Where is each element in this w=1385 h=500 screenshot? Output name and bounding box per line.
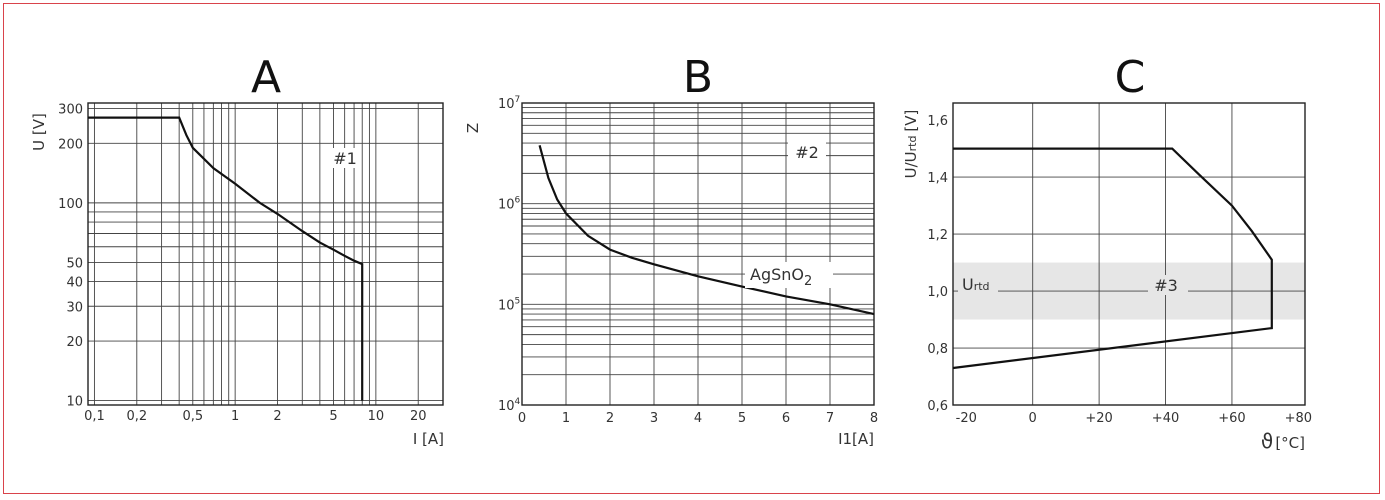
panel-a-xtick: 20 [410, 409, 427, 424]
panel-c-ytick: 0,8 [927, 342, 948, 357]
panel-b-xtick: 5 [738, 411, 746, 426]
panel-a-plot-frame [88, 103, 443, 405]
panel-a-ytick: 30 [66, 300, 83, 315]
panel-b-xtick: 8 [870, 411, 878, 426]
panel-c-xlabel-symbol: ϑ [1261, 429, 1273, 453]
panel-c-ylabel-unit: [V] [902, 110, 920, 132]
panel-b-xlabel: I1[A] [838, 430, 874, 448]
panel-b-xtick: 3 [650, 411, 658, 426]
panel-b-series-sub: 2 [804, 274, 812, 289]
panel-a-annotation: #1 [333, 149, 357, 168]
panel-b-xtick: 2 [606, 411, 614, 426]
panel-c-xtick: 0 [1029, 411, 1037, 426]
panel-a-ytick: 20 [66, 335, 83, 350]
panel-b-ytick: 106 [498, 196, 521, 213]
panel-a-curve [88, 118, 362, 401]
panel-a-grid [88, 103, 443, 405]
panel-c-xtick: +40 [1152, 411, 1179, 426]
panel-a-xtick: 0,1 [84, 409, 105, 424]
panel-a-title: A [251, 52, 281, 103]
panel-c-title: C [1115, 52, 1146, 103]
panel-a-ytick: 10 [66, 395, 83, 410]
panel-a-ytick: 200 [58, 137, 83, 152]
panel-c-ytick: 1,0 [927, 285, 948, 300]
panel-b-xtick: 6 [782, 411, 790, 426]
panel-c-xtick: +60 [1218, 411, 1245, 426]
panel-c-ylabel-sub: rtd [906, 136, 919, 152]
panel-c-xtick: +80 [1285, 411, 1312, 426]
panel-b-xtick: 0 [518, 411, 526, 426]
panel-b-xtick: 7 [826, 411, 834, 426]
panel-a-xtick: 1 [231, 409, 239, 424]
panel-a-xtick: 2 [273, 409, 281, 424]
panel-b: B #2 AgSnO2 Z I1[A] 0 1 2 3 4 5 6 7 810410510610… [464, 52, 878, 448]
panel-c-ytick: 1,4 [927, 171, 948, 186]
panel-a-xtick: 5 [329, 409, 337, 424]
panel-b-ytick: 107 [498, 95, 520, 112]
panel-c-ytick: 0,6 [927, 399, 948, 414]
panel-c-band-label-main: U [962, 275, 974, 294]
panel-a-ytick: 300 [58, 103, 83, 118]
panel-b-annotation: #2 [795, 143, 819, 162]
panel-a-ytick: 100 [58, 197, 83, 212]
panel-c-annotation: #3 [1154, 276, 1178, 295]
panel-c-ytick: 1,2 [927, 228, 948, 243]
panel-a: A #1 U [V] I [A] 0,1 0,2 0,5 1 2 5 10 20 10 20 30 4… [30, 52, 444, 448]
panel-a-xlabel: I [A] [413, 430, 444, 448]
panel-b-ytick: 105 [498, 296, 520, 313]
panel-a-xtick: 0,5 [182, 409, 203, 424]
panel-c-xlabel-unit: [°C] [1275, 434, 1305, 452]
panel-c: C Urtd #3 U/Urtd[V] ϑ [°C] -20 0 +20 +40 +60 +… [902, 52, 1312, 453]
panel-b-xtick: 4 [694, 411, 702, 426]
panel-b-series-name: AgSnO [750, 265, 804, 284]
panel-c-ytick: 1,6 [927, 114, 948, 129]
panel-a-ytick: 40 [66, 276, 83, 291]
panel-c-xtick: -20 [956, 411, 977, 426]
panel-c-ylabel-main: U/U [902, 151, 920, 178]
panel-b-title: B [683, 52, 713, 103]
panel-a-xtick: 10 [368, 409, 385, 424]
panel-c-xtick: +20 [1085, 411, 1112, 426]
panel-a-ylabel: U [V] [30, 113, 48, 151]
panel-c-xlabel: ϑ [°C] [1261, 429, 1305, 453]
panel-a-xtick: 0,2 [126, 409, 147, 424]
panel-b-ylabel: Z [464, 123, 482, 133]
panel-c-ylabel: U/Urtd [V] [902, 110, 920, 179]
panel-c-band-label-sub: rtd [974, 280, 990, 293]
panel-c-curve [953, 149, 1272, 368]
panel-b-curve [540, 145, 874, 314]
panel-a-ticks: 0,1 0,2 0,5 1 2 5 10 20 10 20 30 40 50 100 200 300 [58, 103, 426, 424]
panel-a-ytick: 50 [66, 256, 83, 271]
panel-b-xtick: 1 [562, 411, 570, 426]
